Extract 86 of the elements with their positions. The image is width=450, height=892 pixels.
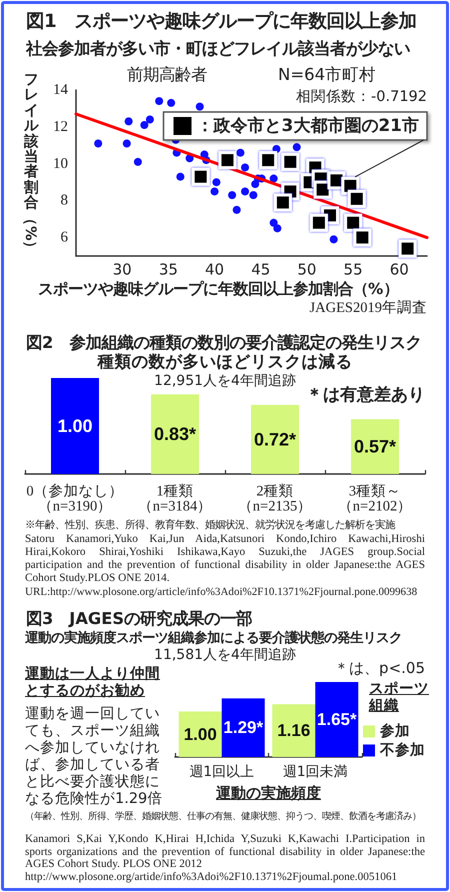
point (330, 235, 338, 244)
point (124, 117, 133, 126)
annotation: ＊は有意差あり (306, 385, 425, 406)
point (218, 151, 236, 170)
text: 運動を週一回していても、スポーツ組織へ参加していなければ、参加している者と比べ要介護状態になる危険性が1.29倍 (25, 706, 164, 808)
y-tick-label: 10 (53, 156, 68, 172)
point (155, 97, 164, 106)
x-tick-label: 50 (297, 260, 316, 278)
data-label: 1.29* (223, 718, 264, 738)
data-label: 1.65* (316, 710, 357, 729)
data-label: 1.00 (184, 724, 217, 744)
chart-subtitle: 種類の数が多いほどリスクは減る (96, 352, 354, 372)
legend-title: スポーツ組織 (369, 681, 429, 715)
text: Satoru Kanamori,Yuko Kai,Jun Aida,Katsunori Kondo,Ichiro Kawachi,Hiroshi Hirai,Kokoro Shirai,Yoshiki Ishikawa,Kayo Suzuki,the JAGES group.Social participation and the prevention of functional disability in older Japanese:the AGES Cohort Study.PLOS ONE 2014. (25, 533, 425, 585)
point (249, 191, 258, 200)
point (134, 158, 142, 166)
x-axis-title: スポーツや趣味グループに年数回以上参加割合（%） (38, 280, 398, 298)
x-tick-label: 40 (205, 260, 224, 278)
text: 前期高齢者 (127, 65, 207, 84)
x-tick-label: 1種類（n=3184） (138, 482, 212, 514)
chart-title: 図1 スポーツや趣味グループに年数回以上参加 (26, 11, 417, 33)
point (232, 206, 241, 214)
x-tick-label: 3種類～（n=2102） (338, 482, 412, 514)
x-tick-label: 0（参加なし）（n=3190） (26, 482, 124, 514)
text: URL:http://www.plosone.org/article/info%3Adoi%2F10.1371%2Fjournal.pone.0099638 (25, 586, 418, 600)
point (236, 148, 244, 157)
x-tick-label: 45 (251, 260, 270, 278)
bar (251, 404, 299, 474)
x-tick-label: 55 (344, 260, 363, 278)
point (270, 218, 278, 227)
text: ※年齢、性別、疾患、所得、教育年数、婚姻状況、就労状況を考慮した解析を実施 (25, 520, 395, 532)
chart-title: 図3 JAGESの研究成果の一部 (26, 609, 252, 628)
point (292, 143, 301, 152)
chart-title: 図2 参加組織の種類の数別の要介護認定の発生リスク (26, 333, 422, 352)
chart-subtitle: 運動の実施頻度スポーツ組織参加による要介護状態の発生リスク (25, 631, 402, 647)
point (122, 139, 131, 148)
y-tick-label: 14 (53, 82, 68, 98)
x-tick-label: 30 (112, 260, 132, 278)
bar (51, 378, 99, 474)
point (212, 178, 220, 186)
bar (351, 419, 399, 474)
point (140, 121, 148, 130)
text: ＊は、p<.05 (334, 659, 425, 677)
y-tick-label: 12 (53, 118, 68, 135)
bar (151, 394, 199, 474)
point (176, 172, 184, 181)
x-axis-title: 運動の実施頻度 (215, 784, 322, 802)
y-tick-label: 6 (60, 230, 68, 246)
point (210, 187, 219, 196)
text: フレイル該当者割合（%） (22, 72, 39, 256)
data-label: 0.72* (254, 429, 296, 450)
x-tick-label: 2種類（n=2135） (238, 482, 312, 514)
bar (222, 698, 265, 757)
point (94, 139, 102, 148)
text: 運動は一人より仲間とするのがお勧め (25, 666, 161, 700)
point (273, 224, 282, 232)
text: N=64市町村 (278, 65, 376, 85)
bar (272, 704, 316, 757)
legend-label: 参加 (379, 722, 410, 740)
text: （年齢、性別、所得、学歴、婚姻状態、仕事の有無、健康状態、抑うつ、喫煙、飲酒を考慮済み） (25, 812, 421, 824)
legend-label: 不参加 (379, 742, 425, 758)
point (270, 174, 278, 183)
text: JAGES2019年調査 (309, 300, 427, 318)
annotation: 相関係数：-0.7192 (296, 89, 427, 106)
x-tick-label: 60 (390, 260, 409, 278)
bar (315, 682, 358, 757)
text: 11,581人を4年間追跡 (154, 647, 296, 663)
data-label: 1.16 (277, 721, 310, 740)
x-tick-label: 週1回未満 (282, 764, 348, 780)
data-label: 1.00 (57, 416, 93, 436)
x-tick-label: 週1回以上 (189, 764, 254, 780)
x-tick-label: 35 (158, 260, 178, 278)
chart-subtitle: 社会参加者が多い市・町ほどフレイル該当者が少ない (26, 39, 410, 58)
point (167, 98, 176, 107)
point (241, 187, 250, 196)
bar (178, 712, 222, 757)
legend-label: ：政令市と3大都市圏の21市 (196, 116, 420, 136)
point (146, 116, 154, 124)
y-tick-label: 8 (60, 192, 68, 209)
point (196, 102, 204, 111)
text: http://www.plosone.org/artide/info%3Adoi%2F10.1371%2Fjoumal.pone.0051061 (25, 871, 398, 885)
data-label: 0.57* (354, 436, 396, 457)
data-label: 0.83* (154, 424, 196, 444)
annotation: 12,951人を4年間追跡 (154, 373, 296, 389)
point (241, 163, 250, 172)
point (228, 191, 236, 200)
